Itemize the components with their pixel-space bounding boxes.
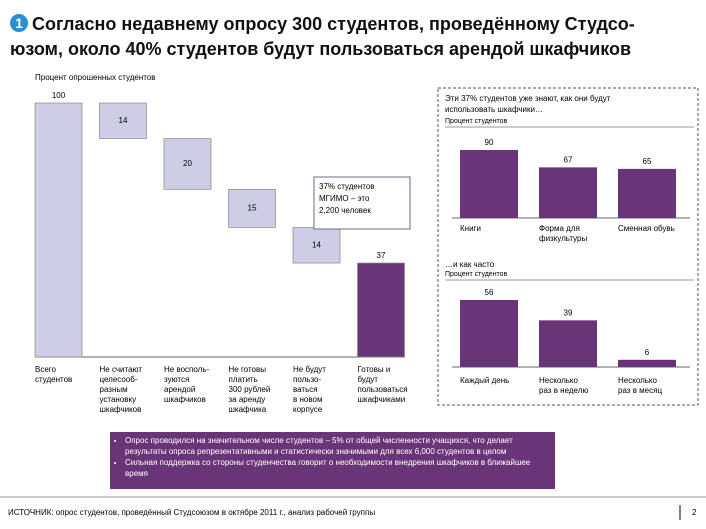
bullet: Сильная поддержка со стороны студенчеств… — [125, 457, 550, 479]
title-text: Согласно недавнему опросу 300 студентов,… — [10, 14, 635, 59]
bar — [460, 300, 518, 367]
category-label: Не будут пользо-ваться в новом корпусе — [293, 365, 326, 414]
category-label: Книги — [460, 224, 481, 233]
category-label: Сменная обувь — [618, 224, 675, 233]
value-label: 14 — [312, 240, 321, 249]
footer-source: ИСТОЧНИК: опрос студентов, проведённый С… — [8, 508, 375, 517]
bullet-box: Опрос проводился на значительном числе с… — [110, 432, 555, 489]
value-label: 90 — [485, 138, 494, 147]
category-label: Несколько раз в месяц — [618, 376, 662, 395]
annotation: 37% студентов МГИМО – это 2,200 человек — [319, 182, 375, 215]
value-label: 100 — [52, 91, 66, 100]
chart-subtitle: Процент студентов — [445, 118, 508, 125]
value-label: 6 — [645, 348, 650, 357]
bar — [99, 102, 147, 139]
value-label: 20 — [183, 159, 192, 168]
category-label: Не готовы платить 300 рублей за аренду шкафч… — [229, 365, 271, 414]
page-number: 2 — [692, 508, 697, 517]
value-label: 15 — [248, 204, 257, 213]
bar — [34, 102, 83, 358]
bullet: Опрос проводился на значительном числе с… — [125, 435, 550, 457]
chart-title: …и как часто — [445, 260, 495, 269]
category-label: Готовы и будут пользоваться шкафчиками — [358, 365, 408, 404]
category-label: Несколько раз в неделю — [539, 376, 588, 395]
bar — [618, 359, 676, 367]
bar — [228, 189, 276, 228]
bar — [292, 227, 341, 264]
chart-subtitle: Процент студентов — [445, 271, 508, 278]
category-label: Всего студентов — [35, 365, 72, 384]
category-label: Каждый день — [460, 376, 509, 385]
bar — [539, 320, 597, 367]
chart-subtitle: Процент опрошенных студентов — [35, 73, 156, 82]
value-label: 37 — [377, 251, 386, 260]
category-label: Не считают целесооб-разным установку шкафчи… — [100, 365, 143, 414]
category-label: Форма для физкультуры — [539, 224, 587, 243]
bar — [539, 167, 597, 218]
value-label: 14 — [119, 116, 128, 125]
value-label: 39 — [564, 308, 573, 317]
category-label: Не восполь-зуются арендой шкафчиков — [164, 365, 210, 404]
chart-title: Эти 37% студентов уже знают, как они буд… — [445, 94, 611, 114]
bar — [163, 138, 212, 190]
dashed-frame — [437, 87, 699, 406]
bar — [357, 262, 405, 358]
bar — [460, 150, 518, 218]
slide-title: 1 Согласно недавнему опросу 300 студентов… — [10, 12, 650, 62]
value-label: 65 — [643, 157, 652, 166]
annotation-box — [313, 176, 411, 230]
bullet-list: Опрос проводился на значительном числе с… — [115, 435, 550, 479]
bar — [618, 168, 676, 218]
value-label: 56 — [485, 288, 494, 297]
value-label: 67 — [564, 155, 573, 164]
section-number: 1 — [10, 14, 28, 32]
